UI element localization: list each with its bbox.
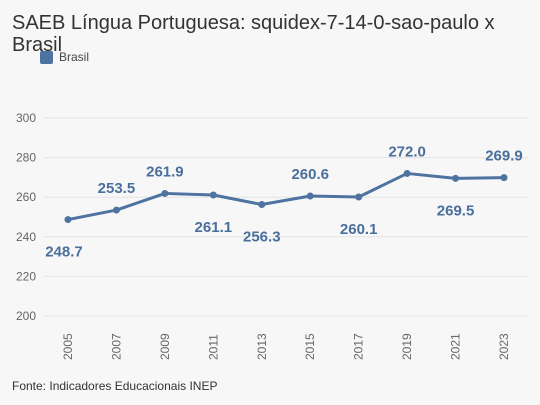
- data-point: [500, 174, 508, 182]
- y-tick-label: 260: [16, 190, 36, 204]
- series-lines: [66, 171, 506, 222]
- y-tick-label: 280: [16, 151, 36, 165]
- data-point: [64, 216, 72, 224]
- x-tick-label: 2007: [109, 333, 123, 360]
- data-label: 256.3: [243, 229, 281, 246]
- x-tick-label: 2019: [400, 333, 414, 360]
- series-line-brasil: [66, 171, 506, 222]
- x-tick-label: 2005: [61, 333, 75, 360]
- data-label: 269.5: [437, 202, 475, 219]
- x-tick-label: 2021: [449, 333, 463, 360]
- data-label: 272.0: [388, 143, 426, 160]
- x-tick-label: 2013: [255, 333, 269, 360]
- data-label: 260.6: [291, 166, 329, 183]
- grid-lines: [44, 117, 528, 317]
- series-points: [64, 169, 508, 224]
- x-tick-label: 2015: [303, 333, 317, 360]
- data-label: 261.1: [195, 219, 233, 236]
- data-point: [452, 174, 460, 182]
- source-footer: Fonte: Indicadores Educacionais INEP: [12, 379, 218, 393]
- data-point: [209, 191, 217, 199]
- x-axis-ticks: 2005 2007 2009 2011 2013 2015 2017 2019 2021 2023: [61, 333, 511, 360]
- y-tick-label: 240: [16, 230, 36, 244]
- y-axis-ticks: 200 220 240 260 280 300: [16, 111, 36, 323]
- y-tick-label: 300: [16, 111, 36, 125]
- x-tick-label: 2009: [158, 333, 172, 360]
- data-label: 253.5: [98, 180, 136, 197]
- legend[interactable]: Brasil: [40, 50, 89, 64]
- data-point: [403, 169, 411, 177]
- data-point: [258, 201, 266, 209]
- legend-swatch: [40, 50, 53, 64]
- data-point: [112, 206, 120, 214]
- data-point: [306, 192, 314, 200]
- legend-label: Brasil: [59, 50, 90, 64]
- data-label: 248.7: [45, 244, 83, 261]
- y-tick-label: 220: [16, 269, 36, 283]
- x-tick-label: 2011: [206, 334, 220, 360]
- data-point: [161, 189, 169, 197]
- data-label: 269.9: [485, 148, 523, 165]
- data-label: 261.9: [146, 163, 184, 180]
- x-tick-label: 2017: [352, 333, 366, 360]
- data-label: 260.1: [340, 221, 378, 238]
- data-point: [355, 193, 363, 201]
- x-tick-label: 2023: [497, 333, 511, 360]
- data-labels: 248.7 253.5 261.9 261.1 256.3 260.6 260.1 272.0…: [45, 143, 523, 260]
- y-tick-label: 200: [16, 309, 36, 323]
